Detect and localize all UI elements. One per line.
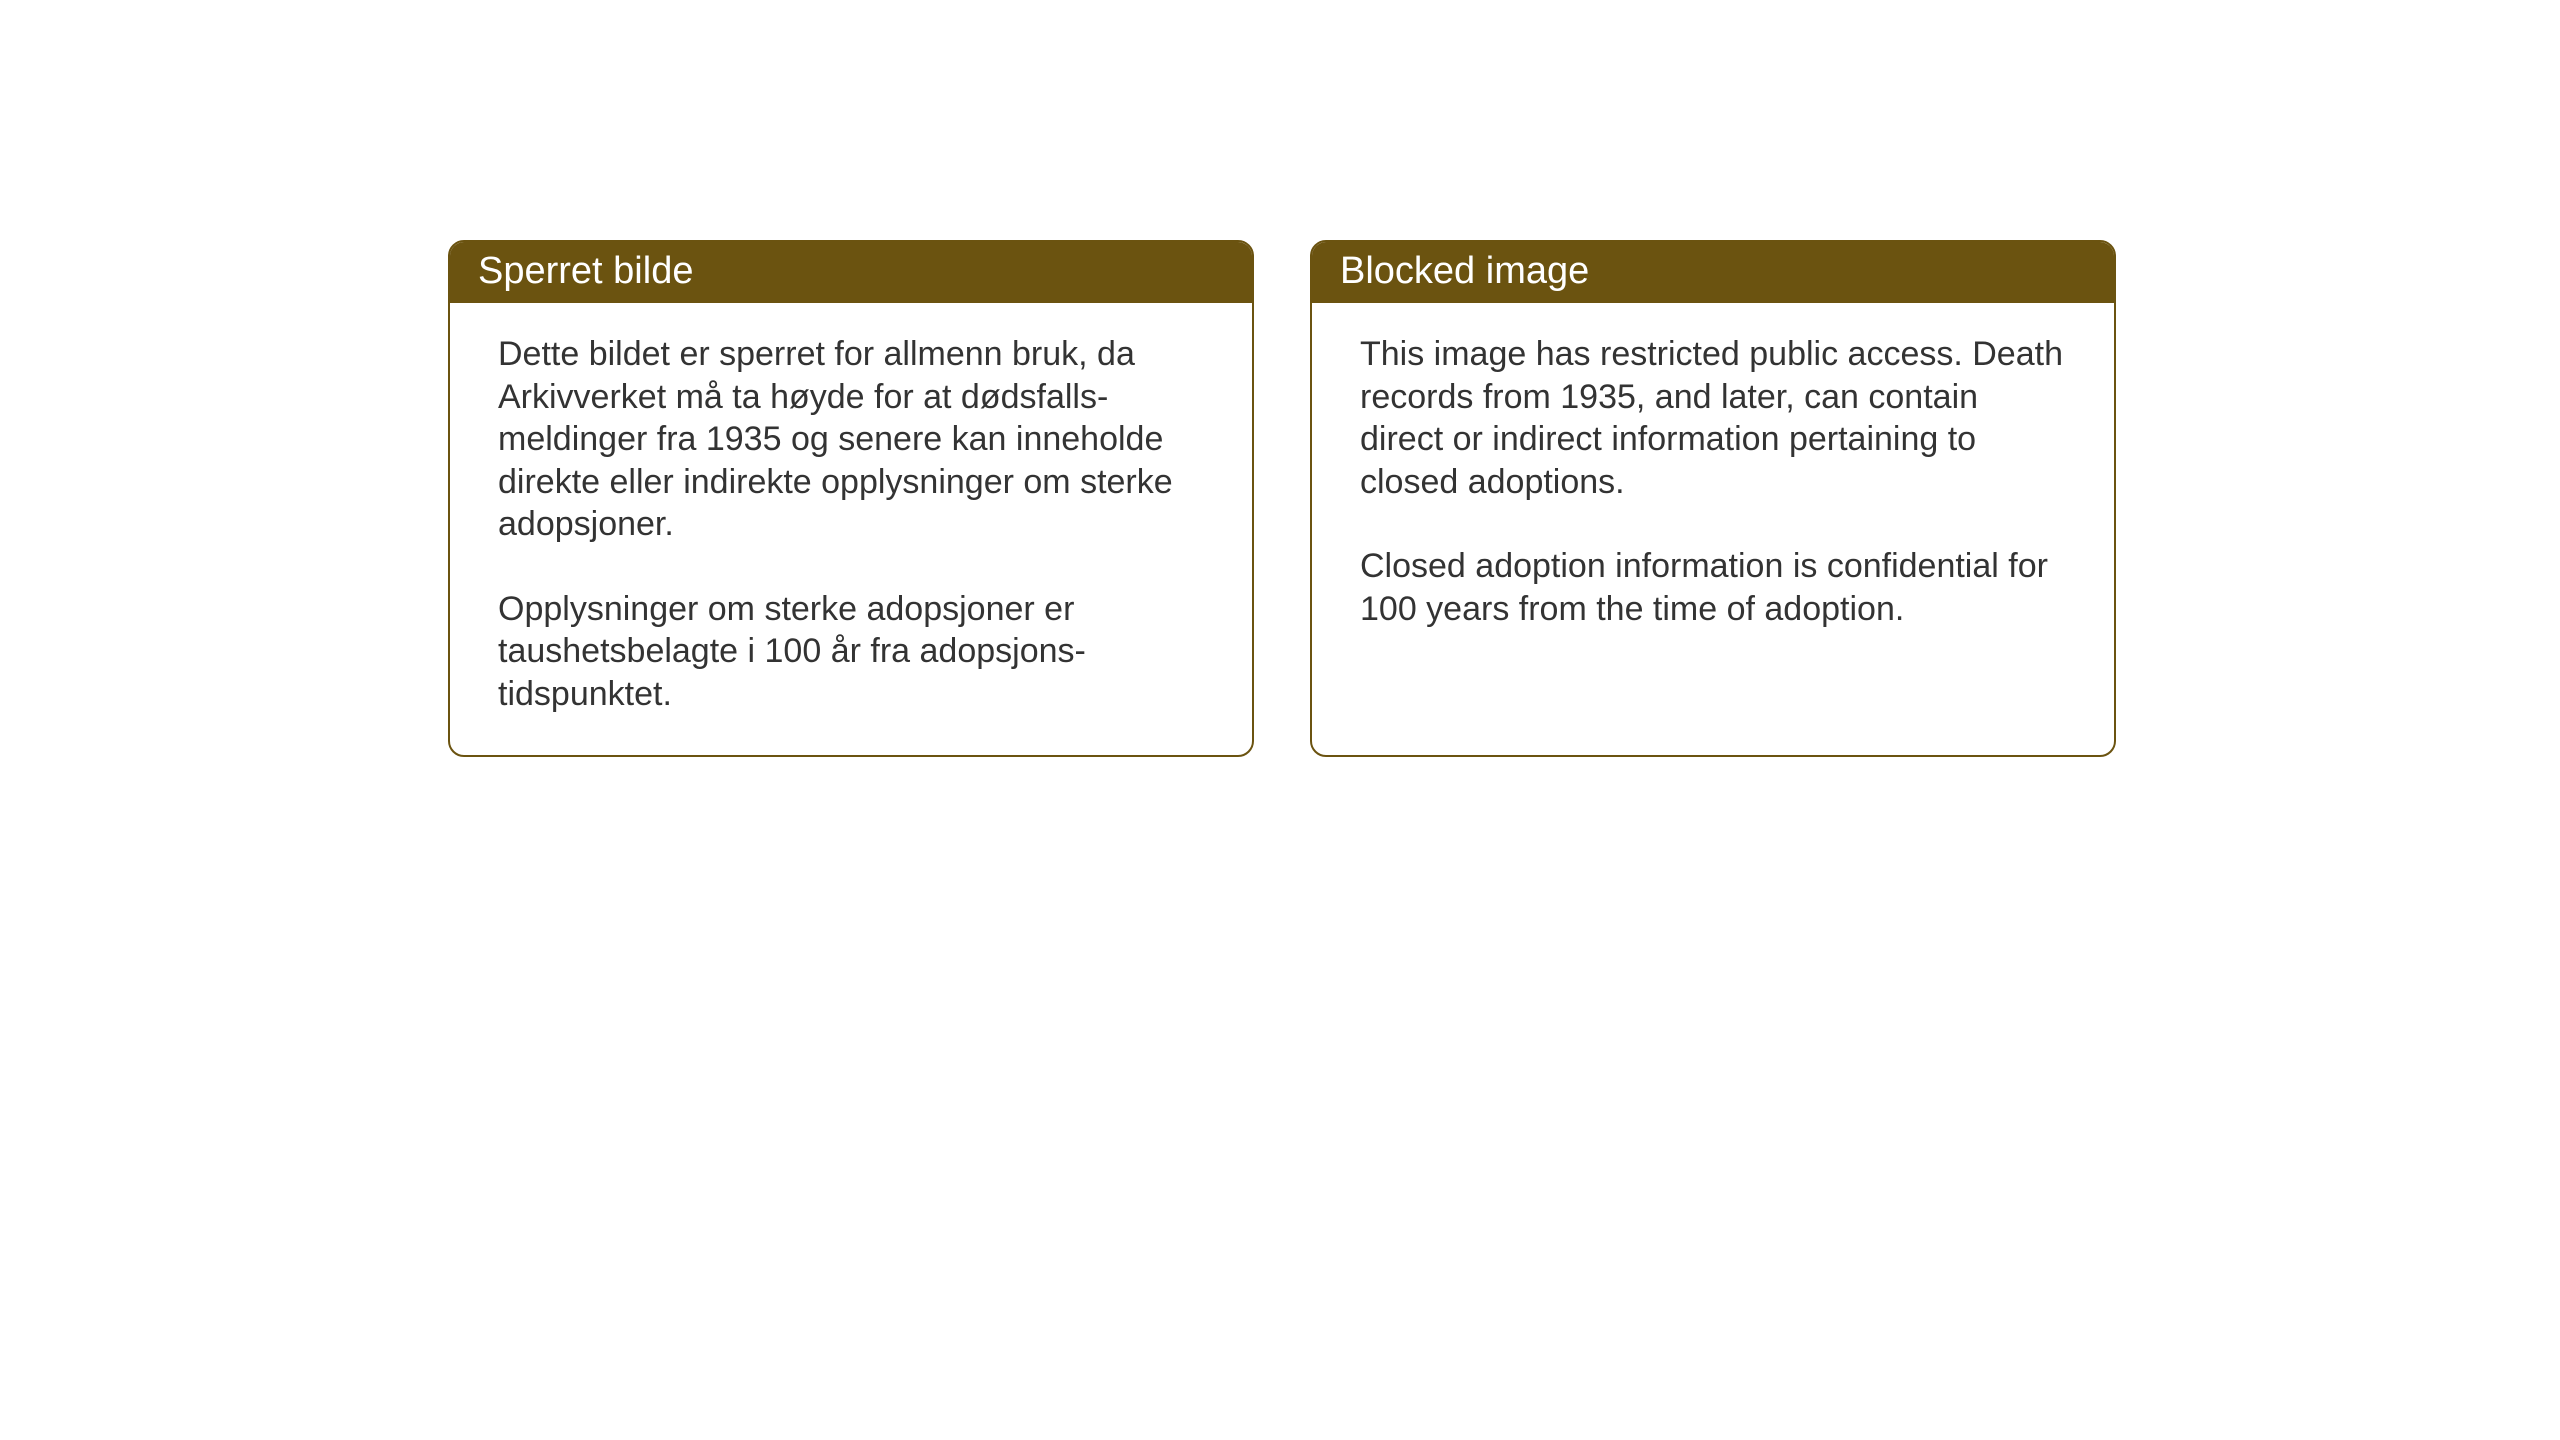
notice-paragraph: This image has restricted public access.… bbox=[1360, 333, 2066, 503]
notice-paragraph: Dette bildet er sperret for allmenn bruk… bbox=[498, 333, 1204, 546]
notice-body-english: This image has restricted public access.… bbox=[1312, 303, 2114, 670]
notice-container: Sperret bilde Dette bildet er sperret fo… bbox=[448, 240, 2116, 757]
notice-paragraph: Closed adoption information is confident… bbox=[1360, 545, 2066, 630]
notice-header-norwegian: Sperret bilde bbox=[450, 242, 1252, 303]
notice-body-norwegian: Dette bildet er sperret for allmenn bruk… bbox=[450, 303, 1252, 755]
notice-header-english: Blocked image bbox=[1312, 242, 2114, 303]
notice-paragraph: Opplysninger om sterke adopsjoner er tau… bbox=[498, 588, 1204, 716]
notice-box-english: Blocked image This image has restricted … bbox=[1310, 240, 2116, 757]
notice-box-norwegian: Sperret bilde Dette bildet er sperret fo… bbox=[448, 240, 1254, 757]
